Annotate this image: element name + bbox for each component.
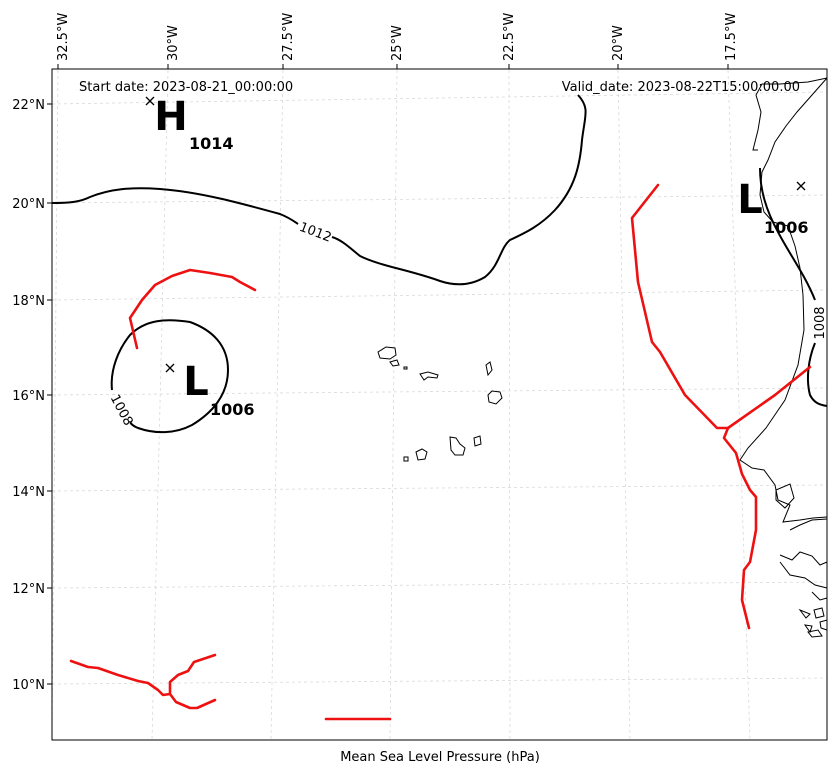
low-pressure-label-east: L xyxy=(737,177,763,223)
isobar-label-1008-west: 1008 xyxy=(107,392,136,428)
cape-verde-islands xyxy=(377,346,503,462)
parallel-12n xyxy=(51,581,828,589)
isobars xyxy=(51,94,828,434)
lat-tick-label: 16°N xyxy=(12,389,45,404)
lon-tick-label: 22.5°W xyxy=(502,13,517,61)
lon-tick-label: 20°W xyxy=(611,25,626,61)
low-center-marker-west xyxy=(165,363,175,373)
lat-tick-label: 22°N xyxy=(12,98,45,113)
island-maio xyxy=(473,435,482,447)
island-sao-vicente xyxy=(389,359,400,367)
parallel-16n xyxy=(51,387,828,396)
high-center-marker xyxy=(145,96,155,106)
valid-date: Valid_date: 2023-08-22T15:00:00.00 xyxy=(562,80,800,95)
meridian-17-5w xyxy=(727,69,751,741)
graticule xyxy=(51,69,828,741)
isobar-label-1008-east: 1008 xyxy=(813,306,828,339)
parallel-18n xyxy=(51,289,828,301)
lat-axis: 22°N 20°N 18°N 16°N 14°N 12°N 10°N xyxy=(12,98,52,693)
trough-coast xyxy=(722,426,758,630)
parallel-10n xyxy=(51,677,828,685)
lat-tick-label: 12°N xyxy=(12,582,45,597)
high-pressure-value: 1014 xyxy=(189,134,234,153)
start-date: Start date: 2023-08-21_00:00:00 xyxy=(79,80,293,95)
lat-tick-label: 18°N xyxy=(12,294,45,309)
meridian-27-5w xyxy=(270,69,284,741)
lat-tick-label: 20°N xyxy=(12,197,45,212)
lon-tick-label: 27.5°W xyxy=(281,13,296,61)
isobar-1008-east-lower xyxy=(806,342,828,407)
low-pressure-value-west: 1006 xyxy=(210,400,255,419)
low-center-marker-east xyxy=(796,181,806,191)
center-markers xyxy=(145,96,806,373)
trough-southwest xyxy=(69,653,217,710)
african-coastline xyxy=(739,77,828,638)
island-brava xyxy=(403,456,409,462)
high-pressure-label: H xyxy=(154,94,187,140)
isobar-label-1012: 1012 xyxy=(297,220,333,246)
low-pressure-value-east: 1006 xyxy=(764,218,809,237)
island-sao-nicolau xyxy=(419,371,439,381)
meridian-22-5w xyxy=(508,69,511,741)
lon-tick-label: 25°W xyxy=(390,25,405,61)
meridian-20w xyxy=(617,69,631,741)
island-boa-vista xyxy=(487,390,503,405)
lon-axis: 32.5°W 30°W 27.5°W 25°W 22.5°W 20°W 17.5… xyxy=(56,13,739,69)
lat-tick-label: 10°N xyxy=(12,678,45,693)
trough-east xyxy=(630,183,812,430)
island-santiago xyxy=(449,436,466,456)
lon-tick-label: 30°W xyxy=(166,25,181,61)
isobar-1012 xyxy=(51,94,587,286)
lon-tick-label: 32.5°W xyxy=(56,13,71,61)
meridian-32-5w xyxy=(51,69,59,741)
isobar-1008-east xyxy=(759,167,816,301)
island-santa-luzia xyxy=(403,366,408,370)
map-frame xyxy=(51,68,828,741)
island-sal xyxy=(485,361,493,377)
parallel-20n xyxy=(51,194,828,204)
parallel-14n xyxy=(51,484,828,492)
meridian-25w xyxy=(389,69,398,741)
trough-west-upper xyxy=(128,268,257,350)
lon-tick-label: 17.5°W xyxy=(724,13,739,61)
low-pressure-label-west: L xyxy=(183,359,209,405)
meridian-30w xyxy=(151,69,169,741)
troughs xyxy=(69,183,812,721)
island-santo-antao xyxy=(377,346,397,360)
isobar-1008-west xyxy=(110,319,230,434)
map-xlabel: Mean Sea Level Pressure (hPa) xyxy=(340,750,540,765)
island-fogo xyxy=(415,448,428,461)
lat-tick-label: 14°N xyxy=(12,485,45,500)
